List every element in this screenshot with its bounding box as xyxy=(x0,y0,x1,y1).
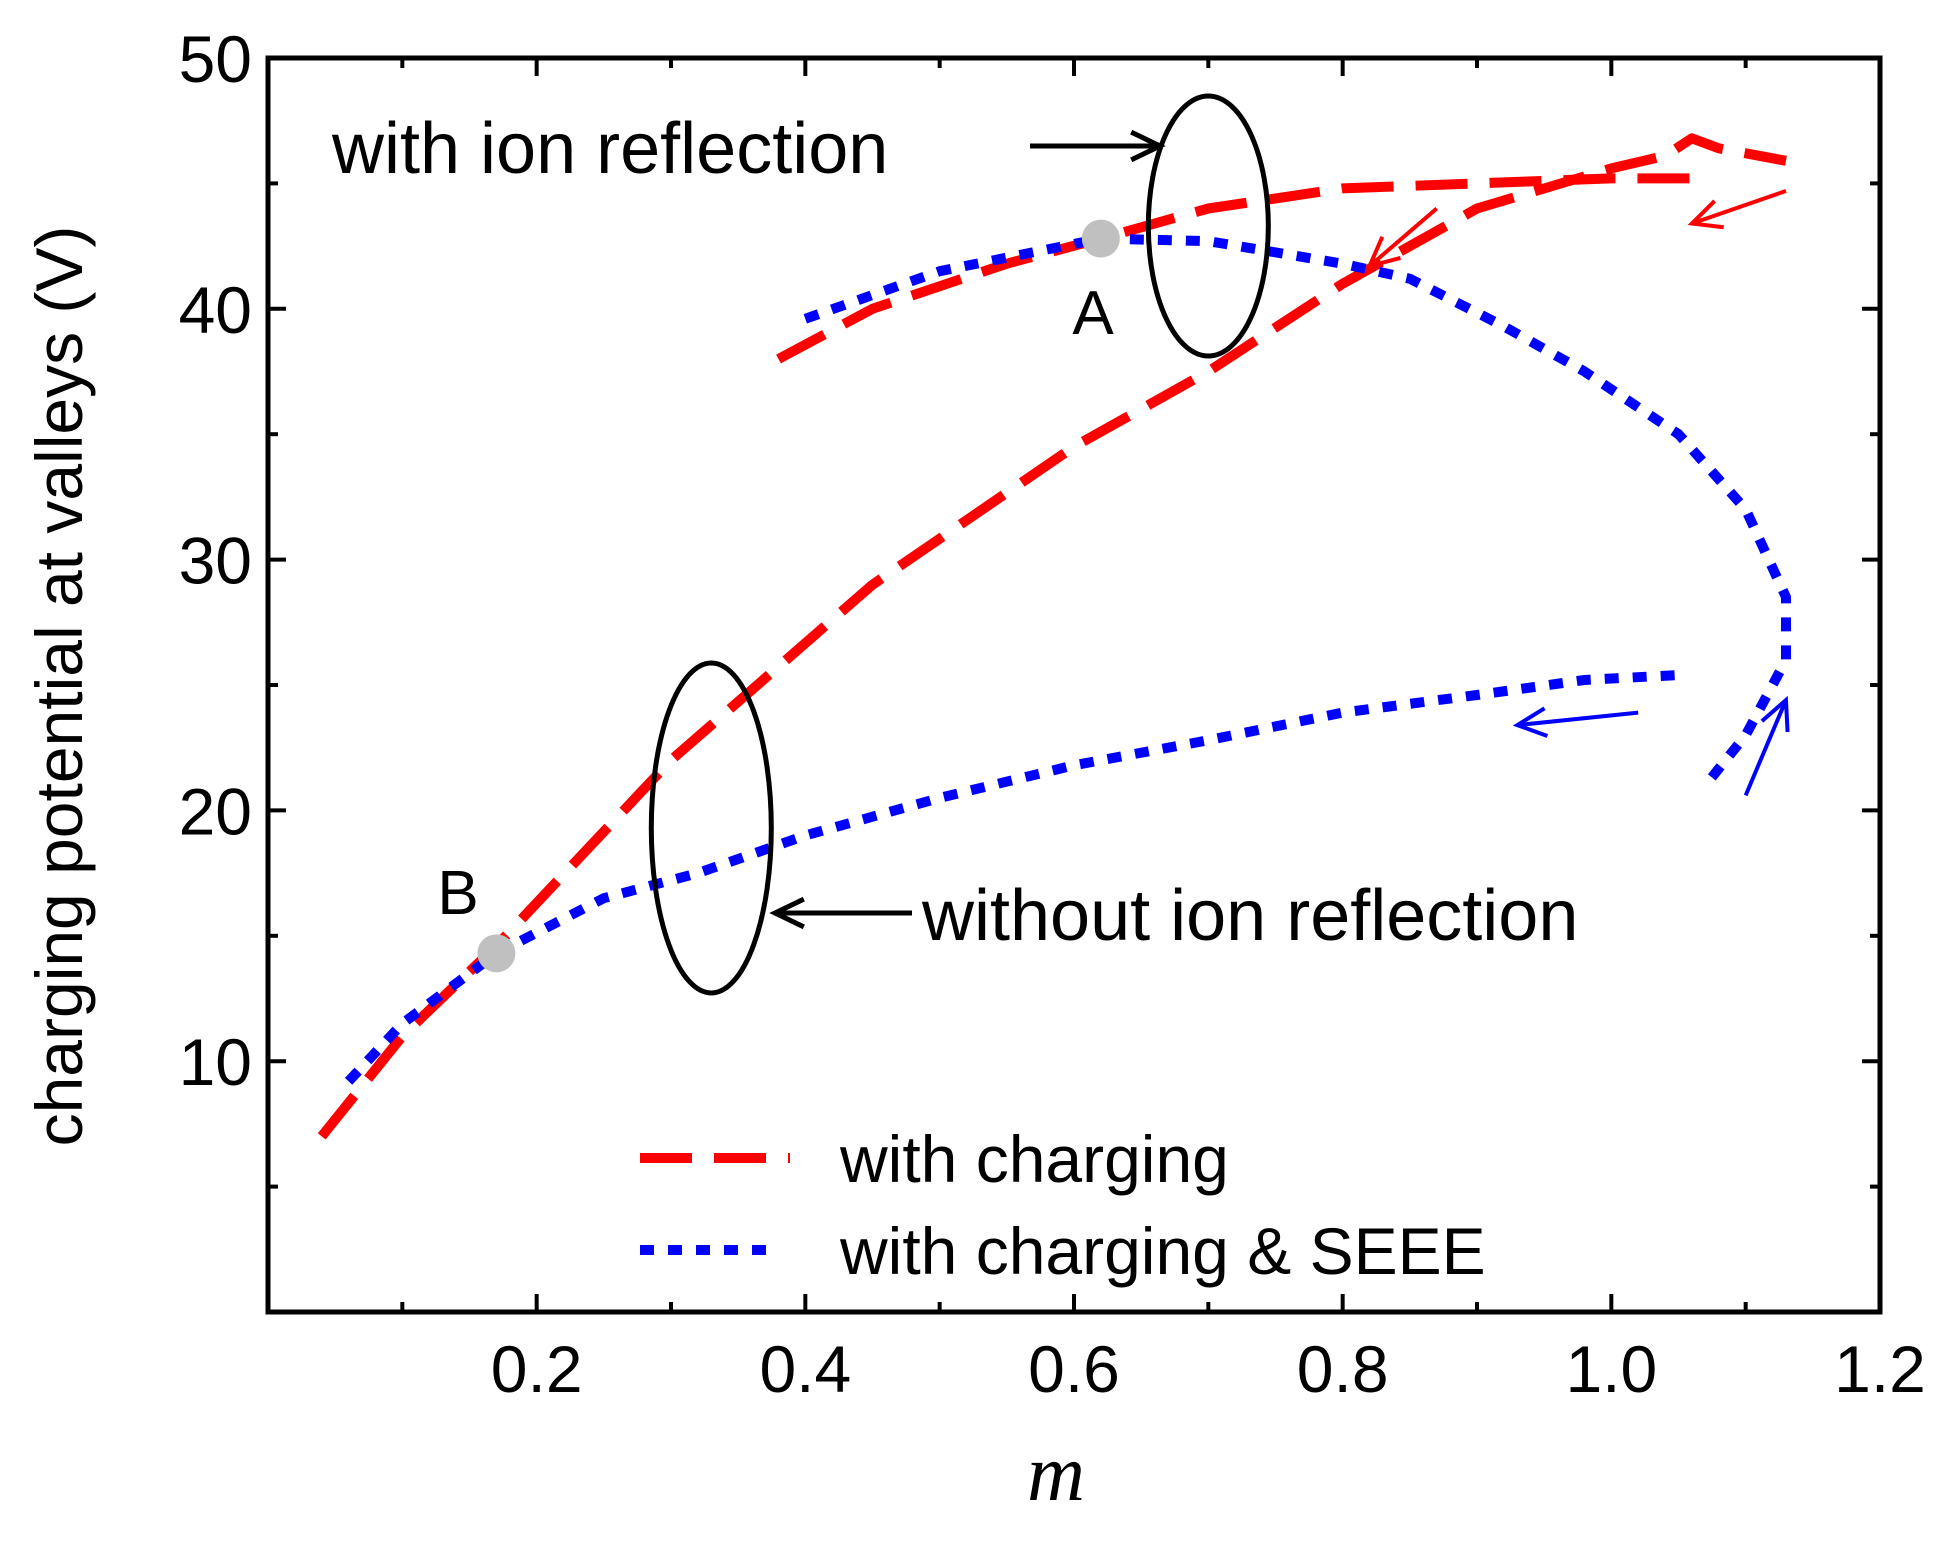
x-tick-label: 0.4 xyxy=(759,1332,851,1406)
x-tick-label: 0.8 xyxy=(1297,1332,1389,1406)
marker-point-b xyxy=(477,934,516,973)
annotation-ellipse-without-ion-reflection xyxy=(648,660,774,996)
x-axis-label: m xyxy=(1027,1430,1085,1518)
legend-label-with-charging: with charging xyxy=(839,1122,1229,1196)
annotation-arrow-without-ion-reflection-head xyxy=(769,896,805,930)
x-tick-label: 1.2 xyxy=(1834,1332,1926,1406)
point-label-b: B xyxy=(437,859,478,928)
marker-point-a xyxy=(1081,219,1120,258)
x-tick-label: 0.2 xyxy=(491,1332,583,1406)
direction-arrow-head xyxy=(1687,199,1724,230)
direction-arrow-head xyxy=(1760,695,1790,733)
direction-arrow xyxy=(1691,189,1787,226)
annotation-without-ion-reflection: without ion reflection xyxy=(921,876,1578,956)
y-tick-label: 20 xyxy=(179,774,252,848)
axes: 0.2 0.4 0.6 0.8 1.0 1.2 10 20 30 40 50 xyxy=(179,22,1926,1406)
x-tick-label: 0.6 xyxy=(1028,1332,1120,1406)
series-line-with-charging-seee xyxy=(803,233,1791,789)
plot-area xyxy=(317,93,1791,1140)
annotation-with-ion-reflection: with ion reflection xyxy=(331,109,888,189)
series-line-with-charging xyxy=(317,133,1787,1140)
y-tick-label: 30 xyxy=(179,524,252,598)
y-tick-label: 40 xyxy=(179,273,252,347)
annotation-arrow-with-ion-reflection-head xyxy=(1130,129,1166,163)
point-label-a: A xyxy=(1072,279,1114,348)
direction-arrow xyxy=(1517,710,1639,728)
direction-arrow xyxy=(1368,206,1439,268)
y-tick-label: 50 xyxy=(179,22,252,96)
direction-arrow-head xyxy=(1366,236,1401,270)
legend: with charging with charging & SEEE xyxy=(640,1122,1486,1288)
legend-label-with-charging-seee: with charging & SEEE xyxy=(839,1214,1486,1288)
series-line-with-charging xyxy=(776,173,1709,364)
annotation-ellipse-with-ion-reflection xyxy=(1145,93,1271,359)
x-tick-label: 1.0 xyxy=(1565,1332,1657,1406)
y-axis-label: charging potential at valleys (V) xyxy=(22,226,96,1147)
direction-arrow xyxy=(1743,699,1788,797)
y-tick-label: 10 xyxy=(179,1025,252,1099)
direction-arrow-head xyxy=(1512,706,1549,738)
